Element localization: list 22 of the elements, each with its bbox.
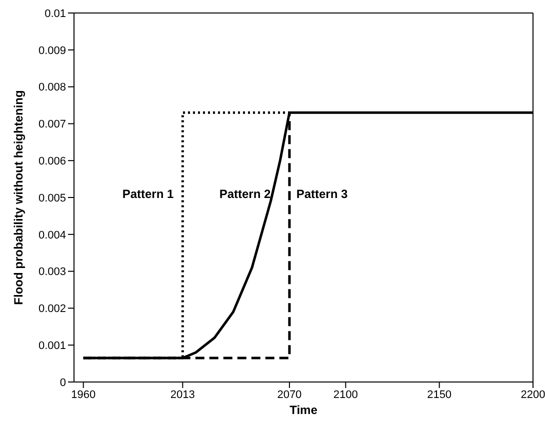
y-tick-label: 0	[60, 376, 66, 389]
x-tick-label: 1960	[71, 388, 96, 401]
x-tick-label: 2100	[333, 388, 358, 401]
x-tick-label: 2070	[277, 388, 302, 401]
x-tick-label: 2013	[170, 388, 195, 401]
y-tick-label: 0.01	[44, 8, 66, 20]
y-tick-label: 0.006	[38, 156, 66, 168]
y-tick-label: 0.009	[38, 44, 66, 57]
y-tick-label: 0.001	[38, 340, 66, 352]
y-tick-label: 0.004	[38, 229, 66, 242]
y-tick-label: 0.005	[38, 192, 66, 204]
y-tick-label: 0.008	[38, 82, 66, 94]
y-tick-label: 0.002	[38, 303, 66, 316]
annotation: Pattern 3	[296, 187, 348, 201]
annotation: Pattern 2	[219, 187, 271, 201]
y-tick-label: 0.003	[38, 266, 66, 278]
y-tick-label: 0.007	[38, 118, 66, 131]
y-axis-title: Flood probability without heightening	[11, 90, 26, 305]
x-tick-label: 2150	[427, 388, 452, 401]
annotation: Pattern 1	[122, 187, 174, 201]
x-axis-title: Time	[290, 403, 318, 417]
x-tick-label: 2200	[520, 388, 545, 401]
